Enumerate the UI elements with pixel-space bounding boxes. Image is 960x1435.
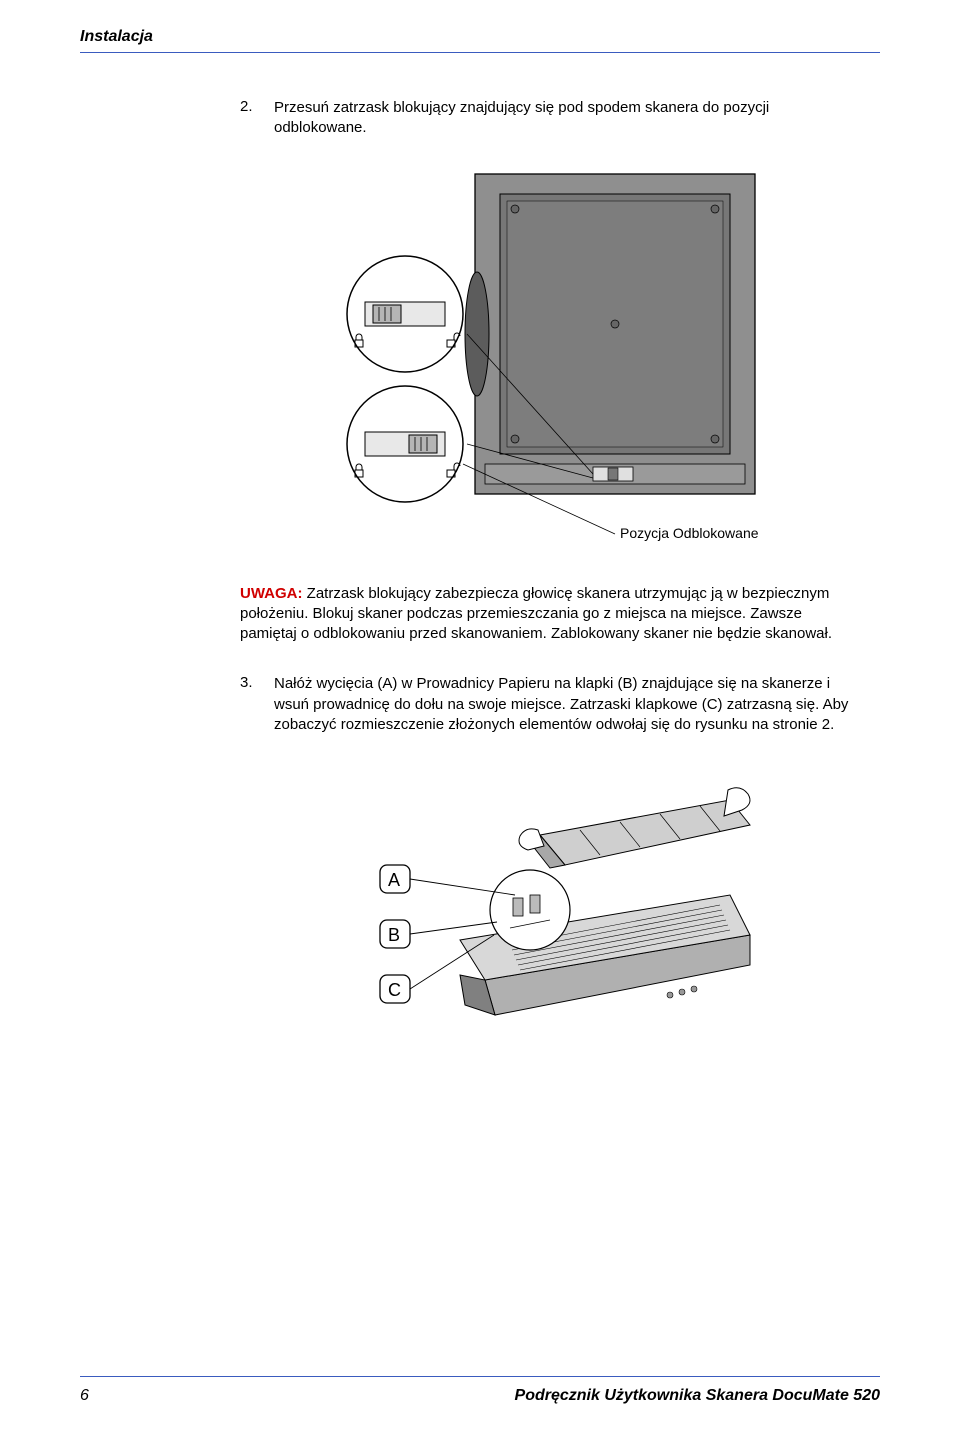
step-3: 3. Nałóż wycięcia (A) w Prowadnicy Papie… (240, 674, 860, 735)
scanner-body-illustration (465, 174, 755, 494)
figure-1-caption-text: Pozycja Odblokowane (620, 525, 759, 541)
step-3-number: 3. (240, 674, 262, 735)
footer: 6 Podręcznik Użytkownika Skanera DocuMat… (80, 1376, 880, 1405)
leader-b (410, 922, 497, 934)
footer-rule (80, 1376, 880, 1377)
step-2-number: 2. (240, 98, 262, 139)
step-2: 2. Przesuń zatrzask blokujący znajdujący… (240, 98, 860, 139)
header-section: Instalacja (80, 28, 880, 46)
label-b: B (388, 925, 400, 945)
note-block: UWAGA: Zatrzask blokujący zabezpiecza gł… (240, 584, 860, 645)
label-a: A (388, 870, 400, 890)
lock-detail-locked (347, 256, 463, 372)
footer-doc-title: Podręcznik Użytkownika Skanera DocuMate … (515, 1387, 880, 1405)
figure-2: A B C (240, 760, 860, 1050)
header-rule (80, 52, 880, 53)
figure-2-svg: A B C (320, 760, 780, 1050)
note-label: UWAGA: (240, 585, 303, 602)
label-c: C (388, 980, 401, 1000)
note-text: Zatrzask blokujący zabezpiecza głowicę s… (240, 585, 832, 643)
step-2-text: Przesuń zatrzask blokujący znajdujący si… (274, 98, 860, 139)
page-number: 6 (80, 1387, 89, 1405)
content-area: 2. Przesuń zatrzask blokujący znajdujący… (240, 98, 860, 1050)
figure-1-svg: Pozycja Odblokowane (315, 164, 785, 554)
figure-1: Pozycja Odblokowane (240, 164, 860, 554)
insert-detail (490, 870, 570, 950)
lock-detail-unlocked (347, 386, 463, 502)
step-3-text: Nałóż wycięcia (A) w Prowadnicy Papieru … (274, 674, 860, 735)
